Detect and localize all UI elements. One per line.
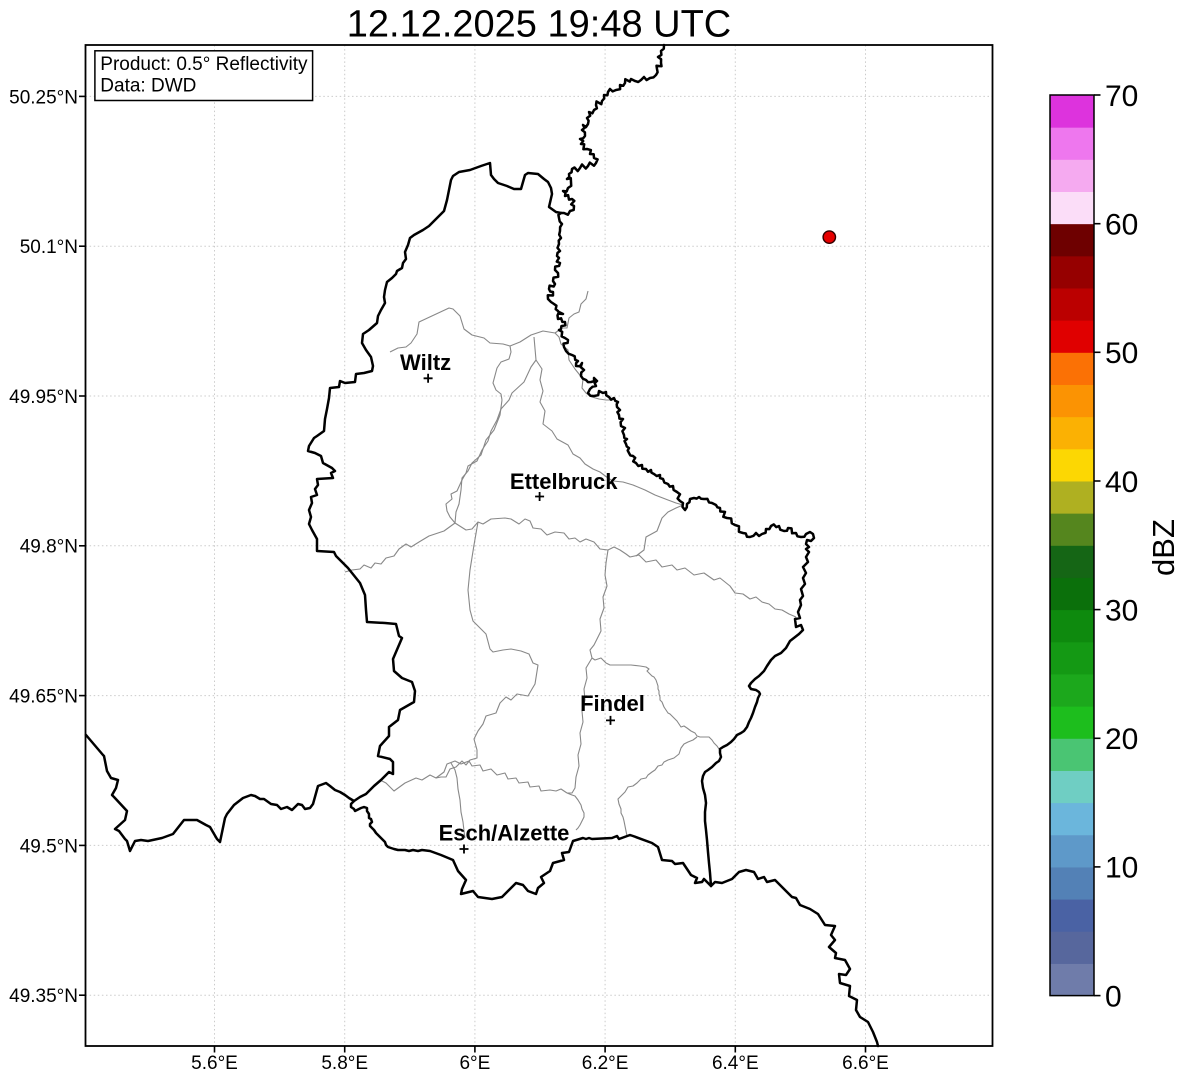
- svg-text:Ettelbruck: Ettelbruck: [510, 469, 618, 494]
- svg-text:20: 20: [1105, 723, 1138, 756]
- svg-text:49.5°N: 49.5°N: [20, 836, 78, 857]
- svg-text:50.25°N: 50.25°N: [9, 87, 78, 108]
- svg-text:Esch/Alzette: Esch/Alzette: [439, 821, 570, 846]
- svg-text:49.95°N: 49.95°N: [9, 387, 78, 408]
- svg-text:60: 60: [1105, 209, 1138, 242]
- svg-text:40: 40: [1105, 466, 1138, 499]
- svg-text:dBZ: dBZ: [1146, 519, 1181, 576]
- svg-text:49.35°N: 49.35°N: [9, 986, 78, 1007]
- svg-text:6°E: 6°E: [459, 1053, 490, 1074]
- svg-text:50: 50: [1105, 337, 1138, 370]
- svg-text:0: 0: [1105, 980, 1122, 1013]
- svg-text:12.12.2025 19:48 UTC: 12.12.2025 19:48 UTC: [347, 4, 732, 46]
- svg-text:Data: DWD: Data: DWD: [100, 76, 196, 97]
- svg-text:Wiltz: Wiltz: [400, 350, 451, 375]
- svg-text:6.2°E: 6.2°E: [582, 1053, 629, 1074]
- svg-text:6.6°E: 6.6°E: [842, 1053, 889, 1074]
- svg-text:Product: 0.5° Reflectivity: Product: 0.5° Reflectivity: [100, 54, 308, 75]
- svg-text:10: 10: [1105, 852, 1138, 885]
- svg-text:70: 70: [1105, 80, 1138, 113]
- svg-text:30: 30: [1105, 594, 1138, 627]
- svg-text:49.65°N: 49.65°N: [9, 687, 78, 708]
- svg-text:50.1°N: 50.1°N: [20, 237, 78, 258]
- svg-text:49.8°N: 49.8°N: [20, 537, 78, 558]
- svg-text:5.8°E: 5.8°E: [321, 1053, 368, 1074]
- svg-text:6.4°E: 6.4°E: [712, 1053, 759, 1074]
- svg-text:5.6°E: 5.6°E: [191, 1053, 238, 1074]
- svg-text:Findel: Findel: [580, 691, 645, 716]
